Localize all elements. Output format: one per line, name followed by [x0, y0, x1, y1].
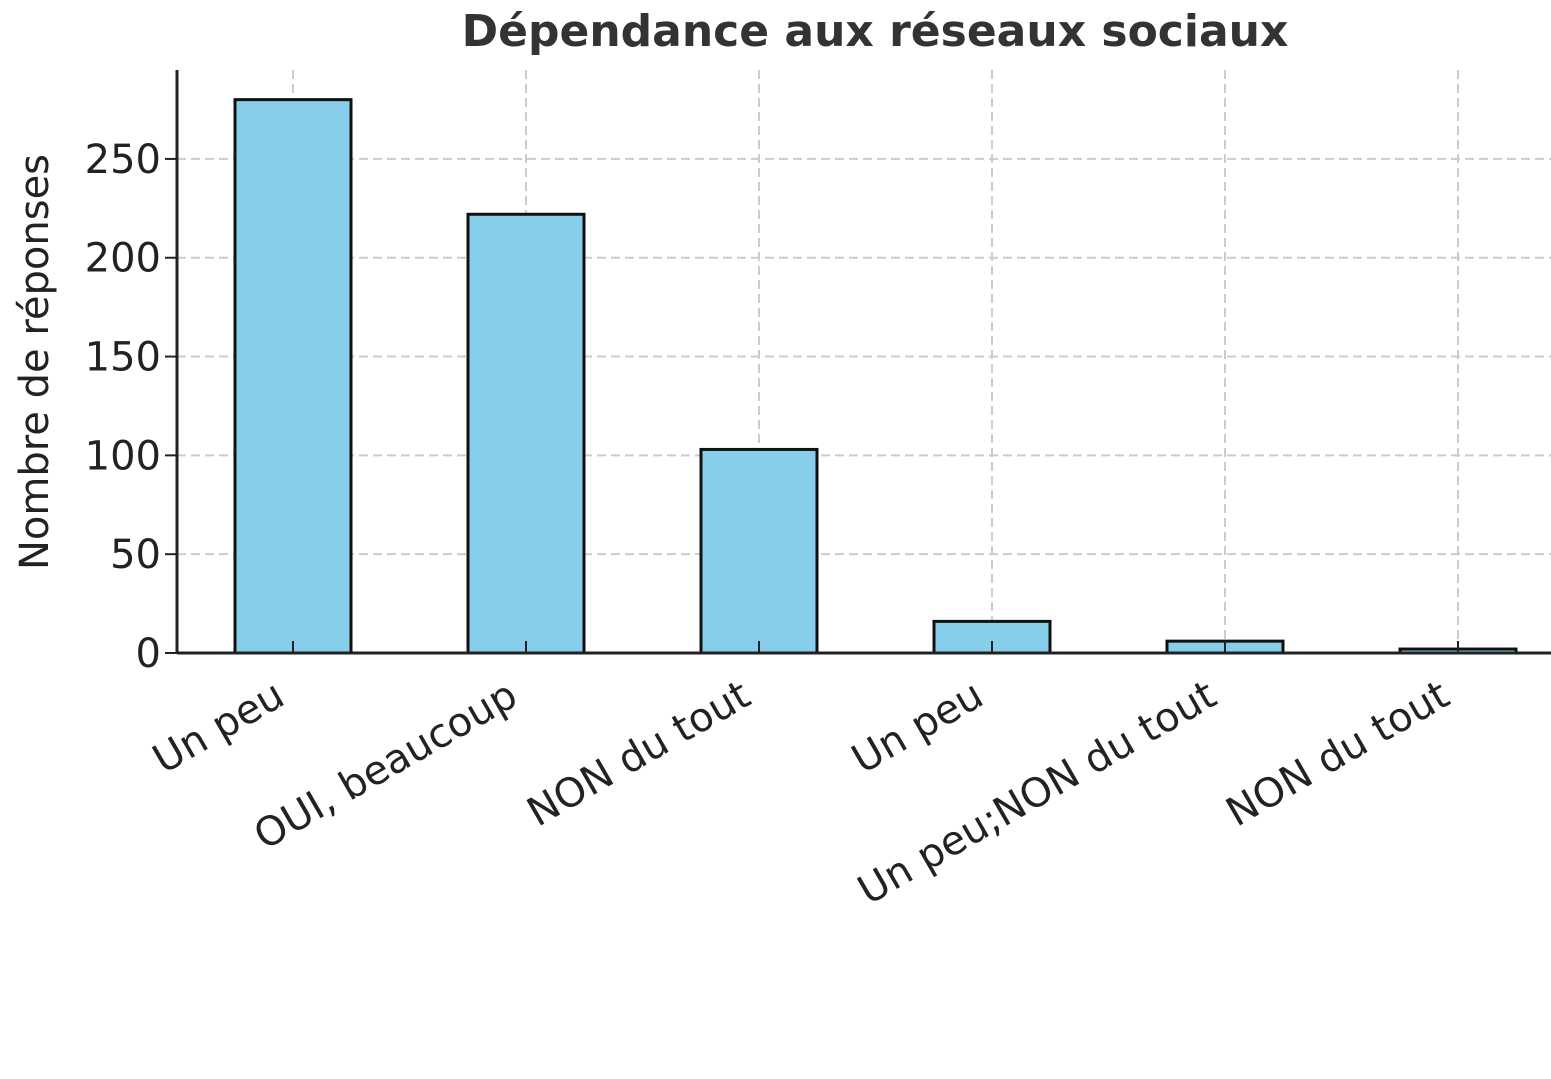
bar	[233, 98, 353, 655]
y-tick-label: 250	[85, 137, 161, 183]
y-axis-label: Nombre de réponses	[12, 154, 58, 570]
y-ticks: 0 50 100 150 200 250	[85, 137, 177, 677]
y-tick-label: 50	[110, 532, 161, 578]
axes	[175, 70, 1551, 655]
bar	[466, 212, 586, 655]
y-tick-label: 100	[85, 433, 161, 479]
x-tick-label: NON du tout	[1219, 672, 1457, 836]
grid-lines	[177, 70, 1551, 653]
y-tick-label: 0	[136, 631, 161, 677]
bar	[699, 447, 819, 655]
x-tick-label: Un peu	[844, 672, 991, 783]
x-tick-label: NON du tout	[520, 672, 758, 836]
y-tick-label: 150	[85, 335, 161, 381]
bars	[233, 98, 1518, 655]
x-tick-label: OUI, beaucoup	[246, 672, 525, 859]
y-tick-label: 200	[85, 236, 161, 282]
chart-title: Dépendance aux réseaux sociaux	[462, 6, 1289, 57]
x-tick-label: Un peu	[145, 672, 292, 783]
